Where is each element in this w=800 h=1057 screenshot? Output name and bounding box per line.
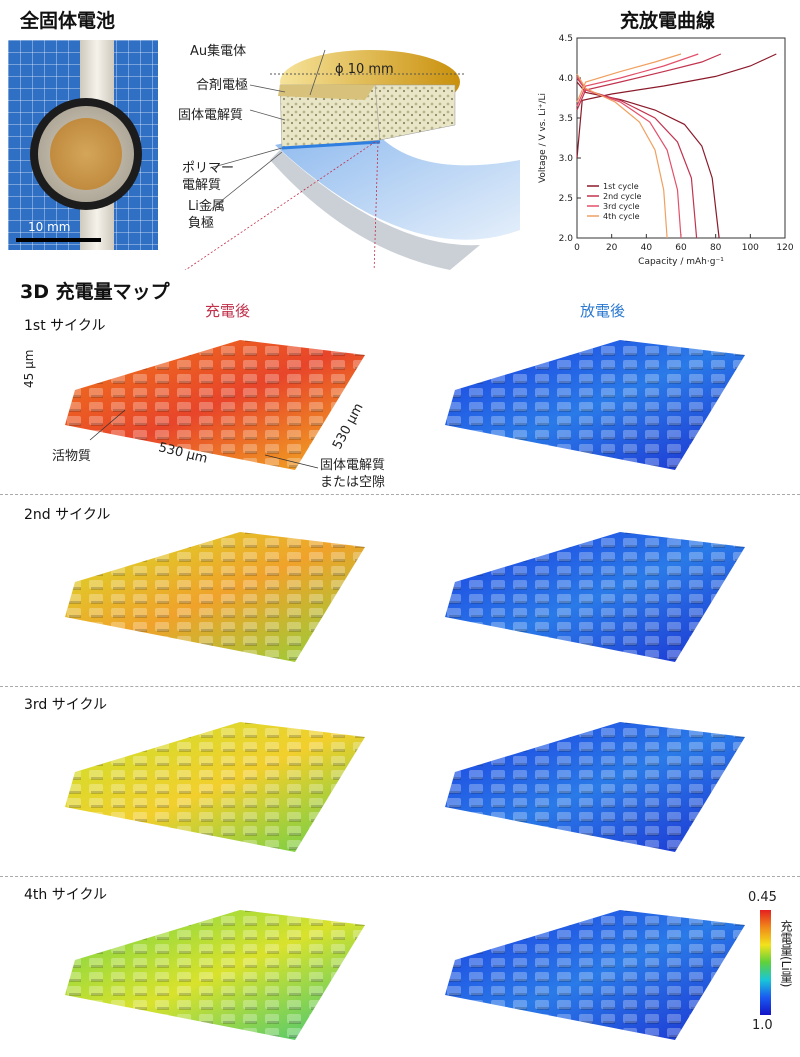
charged-map-cycle-2 <box>65 522 375 667</box>
cell-schematic <box>184 49 520 270</box>
legend-label-3: 3rd cycle <box>603 202 640 211</box>
legend-label-1: 1st cycle <box>603 182 639 191</box>
series-3-charge-line <box>576 53 699 107</box>
discharged-map-cycle-3 <box>445 712 755 857</box>
separator-2 <box>0 686 800 687</box>
cycle-label-4: 4th サイクル <box>24 887 108 903</box>
series-3-discharge-line <box>576 76 682 239</box>
x-tick-label-0: 0 <box>574 243 580 253</box>
charged-map-cycle-3 <box>65 712 375 857</box>
y-tick-label-5: 4.5 <box>559 34 573 44</box>
y-tick-label-0: 2.0 <box>559 234 574 244</box>
x-tick-label-5: 100 <box>742 243 759 253</box>
discharged-map-cycle-2 <box>445 522 755 667</box>
series-2-charge-line <box>576 53 722 111</box>
y-tick-label-1: 2.5 <box>559 194 573 204</box>
colorbar-label: 充電量(Li量) <box>779 920 793 988</box>
electrolyte-label: 固体電解質 <box>178 108 244 123</box>
x-tick-label-4: 80 <box>710 243 722 253</box>
cycle-label-3: 3rd サイクル <box>24 697 108 713</box>
x-axis-label: Capacity / mAh·g⁻¹ <box>638 257 724 267</box>
curves-section-title: 充放電曲線 <box>620 10 716 32</box>
polymer-label: ポリマー 電解質 <box>182 161 235 193</box>
battery-photo: 10 mm <box>8 40 158 250</box>
x-tick-label-6: 120 <box>776 243 793 253</box>
legend-label-2: 2nd cycle <box>603 192 642 201</box>
series-1-discharge-line <box>576 81 720 239</box>
series-4-charge-line <box>576 53 682 103</box>
discharged-map-cycle-4 <box>445 900 755 1045</box>
separator-1 <box>0 494 800 495</box>
series-1-charge-line <box>576 53 777 159</box>
charged-header: 充電後 <box>205 302 251 320</box>
discharged-header: 放電後 <box>580 302 626 320</box>
cycle-label-2: 2nd サイクル <box>24 507 111 523</box>
photo-scale-label: 10 mm <box>28 220 71 234</box>
cycle-label-1: 1st サイクル <box>24 318 106 334</box>
x-tick-label-3: 60 <box>675 243 687 253</box>
active-material-label: 活物質 <box>52 449 92 464</box>
colorbar <box>760 910 771 1015</box>
legend-label-4: 4th cycle <box>603 212 640 221</box>
separator-3 <box>0 876 800 877</box>
y-tick-label-4: 4.0 <box>559 74 574 84</box>
charged-map-cycle-4 <box>65 900 375 1045</box>
diameter-label: ϕ 10 mm <box>335 62 394 77</box>
cathode-label: 合剤電極 <box>196 78 249 93</box>
charge-discharge-chart: 0 20 40 60 80 100 120 2.0 2.5 3.0 3.5 4.0 4.5 Capacit… <box>538 34 794 267</box>
void-label: 固体電解質 または空隙 <box>320 458 386 490</box>
y-tick-label-2: 3.0 <box>559 154 574 164</box>
au-collector-label: Au集電体 <box>190 44 247 59</box>
battery-section-title: 全固体電池 <box>20 10 116 32</box>
x-tick-label-1: 20 <box>606 243 618 253</box>
y-tick-label-3: 3.5 <box>559 114 573 124</box>
discharged-map-cycle-1 <box>445 330 755 475</box>
li-anode-label: Li金属 負極 <box>188 199 225 231</box>
dimension-lines <box>89 409 319 469</box>
x-tick-label-2: 40 <box>641 243 653 253</box>
series-4-discharge-line <box>576 73 668 239</box>
map-section-title: 3D 充電量マップ <box>20 281 170 303</box>
y-axis-label: Voltage / V vs. Li⁺/Li <box>538 93 548 183</box>
colorbar-min: 1.0 <box>752 1018 773 1033</box>
colorbar-max: 0.45 <box>748 890 777 905</box>
